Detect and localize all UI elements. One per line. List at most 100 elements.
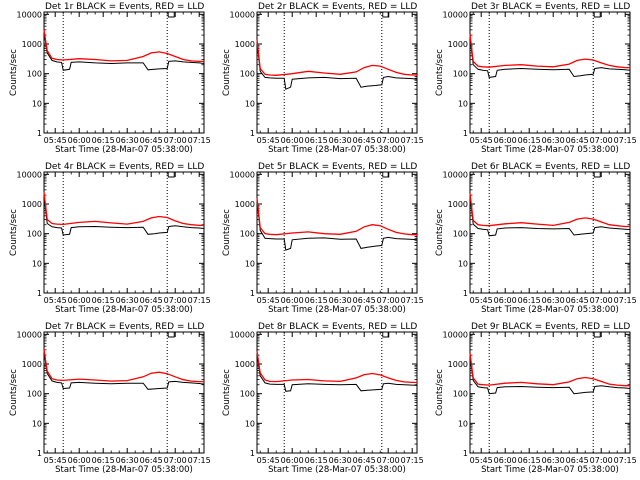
y-tick-label: 10000 bbox=[230, 10, 255, 19]
plot-frame bbox=[43, 11, 205, 134]
y-tick-label: 10 bbox=[245, 99, 255, 108]
x-axis-label: Start Time (28-Mar-07 05:38:00) bbox=[55, 305, 193, 315]
chart-panel-3: Det 3r BLACK = Events, RED = LLD 1 10 100 10… bbox=[435, 2, 637, 155]
x-tick-label: 05:45 bbox=[470, 136, 493, 145]
x-tick-label: 06:30 bbox=[329, 456, 352, 465]
interval-bracket bbox=[167, 332, 175, 338]
x-tick-label: 06:15 bbox=[92, 136, 115, 145]
x-tick-label: 06:15 bbox=[92, 296, 115, 305]
events-series-line bbox=[256, 353, 418, 392]
y-tick-label: 100 bbox=[240, 390, 255, 399]
lld-series-line bbox=[256, 197, 417, 236]
y-tick-label: 10000 bbox=[443, 330, 468, 339]
x-tick-label: 06:00 bbox=[68, 456, 91, 465]
x-tick-label: 07:00 bbox=[377, 296, 400, 305]
x-tick-label: 06:15 bbox=[518, 456, 541, 465]
x-tick-label: 06:30 bbox=[542, 456, 565, 465]
y-tick-label: 1000 bbox=[22, 360, 42, 369]
y-tick-label: 10000 bbox=[17, 10, 42, 19]
interval-bracket bbox=[382, 12, 390, 18]
x-tick-label: 06:15 bbox=[518, 296, 541, 305]
y-tick-label: 10 bbox=[458, 259, 468, 268]
y-tick-label: 10000 bbox=[17, 170, 42, 179]
x-tick-label: 07:15 bbox=[188, 456, 211, 465]
y-tick-label: 100 bbox=[240, 70, 255, 79]
y-tick-label: 1000 bbox=[448, 40, 468, 49]
x-tick-label: 06:15 bbox=[518, 136, 541, 145]
plot-frame bbox=[469, 171, 631, 294]
x-tick-label: 05:45 bbox=[257, 136, 280, 145]
y-tick-label: 100 bbox=[27, 390, 42, 399]
x-tick-label: 06:00 bbox=[281, 456, 304, 465]
x-tick-label: 05:45 bbox=[257, 456, 280, 465]
x-axis-label: Start Time (28-Mar-07 05:38:00) bbox=[268, 465, 406, 475]
y-axis-label: Counts/sec bbox=[9, 209, 19, 256]
y-axis-label: Counts/sec bbox=[435, 49, 445, 96]
chart-title: Det 3r BLACK = Events, RED = LLD bbox=[471, 2, 630, 12]
x-tick-label: 06:30 bbox=[329, 296, 352, 305]
y-tick-label: 100 bbox=[27, 70, 42, 79]
lld-series-line bbox=[469, 33, 630, 69]
x-tick-label: 07:15 bbox=[614, 136, 637, 145]
chart-panel-4: Det 4r BLACK = Events, RED = LLD 1 10 100 10… bbox=[9, 162, 211, 315]
chart-panel-6: Det 6r BLACK = Events, RED = LLD 1 10 100 10… bbox=[435, 162, 637, 315]
x-tick-label: 07:00 bbox=[590, 296, 613, 305]
x-tick-label: 06:30 bbox=[116, 456, 139, 465]
x-tick-label: 05:45 bbox=[44, 456, 67, 465]
plot-frame bbox=[256, 171, 418, 294]
events-series-line bbox=[469, 355, 631, 395]
y-axis-label: Counts/sec bbox=[9, 49, 19, 96]
events-series-line bbox=[43, 195, 205, 236]
x-tick-label: 06:00 bbox=[281, 136, 304, 145]
y-tick-label: 10 bbox=[32, 259, 42, 268]
y-tick-label: 10000 bbox=[17, 330, 42, 339]
chart-panel-9: Det 9r BLACK = Events, RED = LLD 1 10 100 10… bbox=[435, 322, 637, 475]
x-tick-label: 06:00 bbox=[494, 456, 517, 465]
plot-frame bbox=[469, 11, 631, 134]
x-tick-label: 06:45 bbox=[140, 136, 163, 145]
y-tick-label: 1000 bbox=[235, 360, 255, 369]
x-tick-label: 06:45 bbox=[566, 456, 589, 465]
y-tick-label: 100 bbox=[240, 230, 255, 239]
x-tick-label: 05:45 bbox=[257, 296, 280, 305]
y-tick-label: 10000 bbox=[230, 330, 255, 339]
y-tick-label: 1 bbox=[37, 449, 42, 458]
y-tick-label: 1000 bbox=[448, 360, 468, 369]
lld-series-line bbox=[469, 353, 630, 387]
lld-series-line bbox=[43, 192, 204, 227]
y-axis-label: Counts/sec bbox=[222, 49, 232, 96]
x-tick-label: 06:30 bbox=[329, 136, 352, 145]
y-tick-label: 1 bbox=[463, 129, 468, 138]
x-axis-label: Start Time (28-Mar-07 05:38:00) bbox=[268, 145, 406, 155]
x-tick-label: 05:45 bbox=[44, 296, 67, 305]
x-tick-label: 07:15 bbox=[614, 456, 637, 465]
x-tick-label: 06:45 bbox=[566, 136, 589, 145]
chart-title: Det 1r BLACK = Events, RED = LLD bbox=[45, 2, 204, 12]
lld-series-line bbox=[469, 193, 630, 228]
plot-frame bbox=[256, 331, 418, 454]
x-axis-label: Start Time (28-Mar-07 05:38:00) bbox=[481, 305, 619, 315]
x-tick-label: 06:00 bbox=[494, 296, 517, 305]
y-tick-label: 1 bbox=[463, 289, 468, 298]
x-tick-label: 06:45 bbox=[353, 456, 376, 465]
chart-title: Det 8r BLACK = Events, RED = LLD bbox=[258, 322, 417, 332]
y-tick-label: 10000 bbox=[443, 170, 468, 179]
plot-frame bbox=[256, 11, 418, 134]
y-tick-label: 1000 bbox=[22, 200, 42, 209]
y-tick-label: 10 bbox=[245, 419, 255, 428]
y-tick-label: 10 bbox=[32, 99, 42, 108]
y-tick-label: 1 bbox=[37, 129, 42, 138]
x-tick-label: 07:15 bbox=[614, 296, 637, 305]
y-tick-label: 10000 bbox=[443, 10, 468, 19]
lld-series-line bbox=[43, 29, 204, 63]
y-tick-label: 1 bbox=[250, 129, 255, 138]
chart-panel-2: Det 2r BLACK = Events, RED = LLD 1 10 100 10… bbox=[222, 2, 424, 155]
y-axis-label: Counts/sec bbox=[222, 209, 232, 256]
lld-series-line bbox=[256, 351, 417, 384]
events-series-line bbox=[43, 351, 205, 390]
x-tick-label: 07:00 bbox=[377, 456, 400, 465]
y-tick-label: 1 bbox=[250, 289, 255, 298]
y-tick-label: 10 bbox=[458, 419, 468, 428]
x-tick-label: 07:00 bbox=[164, 136, 187, 145]
